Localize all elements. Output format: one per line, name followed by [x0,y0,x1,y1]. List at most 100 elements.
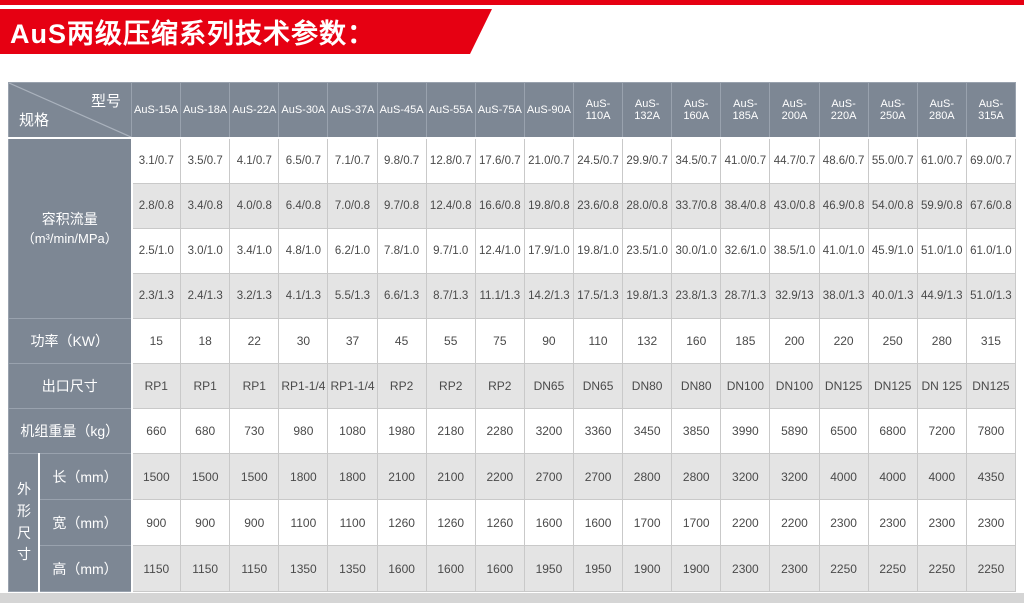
data-cell: 61.0/0.7 [916,137,967,184]
row-label: 机组重量（kg） [8,408,133,454]
model-header: AuS-45A [376,82,427,139]
model-header: AuS-90A [523,82,574,139]
data-cell: 14.2/1.3 [523,273,574,319]
data-cell: 1150 [229,545,280,592]
row-label: 宽（mm） [38,499,133,546]
data-cell: 19.8/1.3 [622,273,673,319]
row-label-text: 容积流量 [41,210,98,227]
data-cell: 3850 [671,408,722,454]
data-cell: 41.0/1.0 [818,228,869,274]
data-cell: 29.9/0.7 [622,137,673,184]
model-header: AuS-185A [720,82,771,139]
data-cell: 8.7/1.3 [425,273,476,319]
data-cell: 44.9/1.3 [916,273,967,319]
data-cell: 4.8/1.0 [278,228,329,274]
data-cell: 1600 [572,499,624,546]
data-cell: RP1 [130,363,182,409]
data-cell: 2.3/1.3 [130,273,182,319]
data-cell: RP1-1/4 [278,363,329,409]
data-cell: 44.7/0.7 [769,137,820,184]
data-cell: 1600 [425,545,476,592]
data-cell: 22 [229,318,280,364]
data-cell: 2800 [671,453,722,500]
data-cell: 1980 [376,408,427,454]
data-cell: DN65 [523,363,574,409]
table-row: 出口尺寸 RP1 RP1 RP1 RP1-1/4 RP1-1/4 RP2 RP2 RP2 DN65… [8,363,1017,409]
top-accent-line [0,0,1024,5]
data-cell: 38.0/1.3 [818,273,869,319]
data-cell: 2250 [818,545,869,592]
data-cell: 2700 [523,453,574,500]
row-label-unit: （m³/min/MPa） [21,230,118,246]
data-cell: 1350 [278,545,329,592]
data-cell: RP2 [376,363,427,409]
data-cell: 1260 [474,499,525,546]
data-cell: 17.9/1.0 [523,228,574,274]
data-cell: 7.1/0.7 [327,137,378,184]
data-cell: 900 [229,499,280,546]
data-cell: 6.2/1.0 [327,228,378,274]
data-cell: 980 [278,408,329,454]
data-cell: 6.5/0.7 [278,137,329,184]
data-cell: 12.4/0.8 [425,183,476,229]
data-cell: 2180 [425,408,476,454]
data-cell: 132 [622,318,673,364]
data-cell: 1080 [327,408,378,454]
model-header: AuS-132A [622,82,673,139]
data-cell: 28.7/1.3 [720,273,771,319]
data-cell: 1900 [671,545,722,592]
data-cell: 315 [965,318,1017,364]
data-cell: 3.2/1.3 [229,273,280,319]
data-cell: 4.0/0.8 [229,183,280,229]
data-cell: DN65 [572,363,624,409]
data-cell: 1150 [130,545,182,592]
data-cell: 51.0/1.3 [965,273,1017,319]
model-header: AuS-55A [425,82,476,139]
data-cell: 1150 [180,545,231,592]
data-cell: 250 [867,318,918,364]
data-cell: 660 [130,408,182,454]
data-cell: 30.0/1.0 [671,228,722,274]
data-cell: 2200 [769,499,820,546]
page-bottom-strip [0,593,1024,603]
data-cell: 59.9/0.8 [916,183,967,229]
data-cell: 40.0/1.3 [867,273,918,319]
model-header: AuS-315A [965,82,1017,139]
data-cell: 3450 [622,408,673,454]
data-cell: 34.5/0.7 [671,137,722,184]
data-cell: 2280 [474,408,525,454]
data-cell: 38.5/1.0 [769,228,820,274]
table-row: 外形尺寸 长（mm） 1500 1500 1500 1800 1800 2100 2100 220… [8,453,1017,592]
data-cell: 3200 [769,453,820,500]
page-title: AuS两级压缩系列技术参数： [10,19,375,49]
data-cell: DN 125 [916,363,967,409]
data-cell: 9.8/0.7 [376,137,427,184]
data-cell: 23.6/0.8 [572,183,624,229]
data-cell: 7200 [916,408,967,454]
data-cell: 15 [130,318,182,364]
model-header: AuS-15A [130,82,182,139]
data-cell: 2.4/1.3 [180,273,231,319]
data-cell: 1260 [425,499,476,546]
data-cell: 30 [278,318,329,364]
data-cell: 46.9/0.8 [818,183,869,229]
data-cell: 6800 [867,408,918,454]
table-row: 功率（KW） 15 18 22 30 37 45 55 75 90 110 132 160 185 200 2… [8,318,1017,364]
table-row: 2.5/1.0 3.0/1.0 3.4/1.0 4.8/1.0 6.2/1.0 7.8/1… [9,228,1017,274]
data-cell: 1700 [671,499,722,546]
data-cell: DN80 [622,363,673,409]
model-header: AuS-250A [867,82,918,139]
data-cell: 6.6/1.3 [376,273,427,319]
data-cell: 51.0/1.0 [916,228,967,274]
data-cell: 2.8/0.8 [130,183,182,229]
data-cell: 4350 [965,453,1017,500]
data-cell: 200 [769,318,820,364]
data-cell: 1350 [327,545,378,592]
data-cell: 3200 [523,408,574,454]
data-cell: 28.0/0.8 [622,183,673,229]
data-cell: 900 [180,499,231,546]
data-cell: 67.6/0.8 [965,183,1017,229]
data-cell: 2700 [572,453,624,500]
data-cell: 18 [180,318,231,364]
data-cell: 2250 [916,545,967,592]
